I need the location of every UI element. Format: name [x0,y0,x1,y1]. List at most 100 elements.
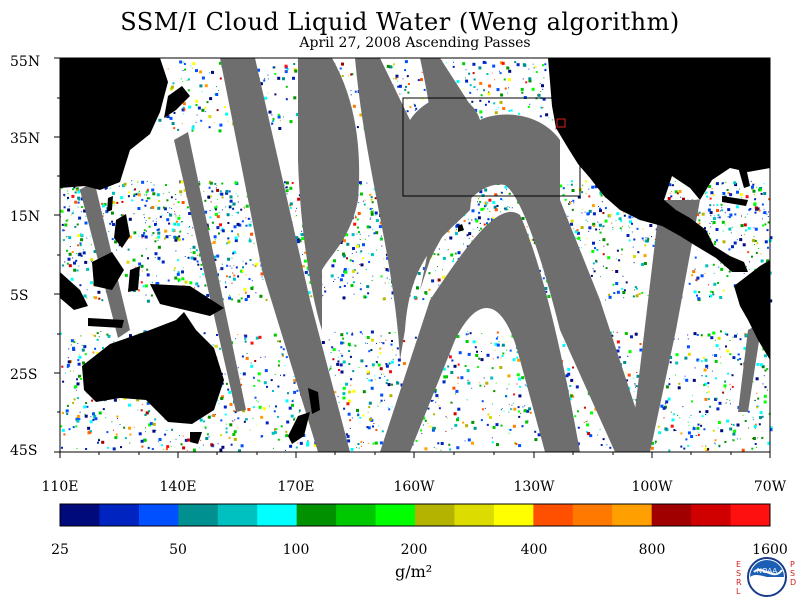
cloud-water-cell [155,430,157,432]
cloud-water-cell [627,373,631,377]
cloud-water-cell [597,221,599,223]
cloud-water-cell [123,426,126,429]
cloud-water-cell [703,384,706,387]
cloud-water-cell [687,334,689,336]
cloud-water-cell [80,197,84,201]
cloud-water-cell [294,417,296,419]
cloud-water-cell [395,77,398,80]
cloud-water-cell [250,221,252,223]
cloud-water-cell [227,240,231,244]
cloud-water-cell [714,339,716,341]
cloud-water-cell [731,245,734,249]
cloud-water-cell [195,121,197,123]
cloud-water-cell [427,422,429,424]
cloud-water-cell [465,69,467,71]
cloud-water-cell [524,384,526,386]
cloud-water-cell [208,115,212,119]
cloud-water-cell [585,219,587,221]
cloud-water-cell [139,432,141,434]
cloud-water-cell [638,293,641,295]
cloud-water-cell [627,356,629,357]
cloud-water-cell [727,222,729,223]
cloud-water-cell [754,443,757,445]
cloud-water-cell [572,395,575,398]
cloud-water-cell [430,399,433,402]
cloud-water-cell [238,235,240,237]
cloud-water-cell [185,195,187,197]
cloud-water-cell [616,249,619,252]
cloud-water-cell [463,88,465,90]
cloud-water-cell [123,182,127,186]
cloud-water-cell [242,372,246,376]
cloud-water-cell [714,359,718,363]
cloud-water-cell [670,184,672,186]
cloud-water-cell [277,438,280,441]
cloud-water-cell [225,190,229,193]
cloud-water-cell [132,258,136,262]
cloud-water-cell [423,88,426,91]
cloud-water-cell [180,221,182,223]
cloud-water-cell [181,108,185,112]
cloud-water-cell [354,344,357,347]
cloud-water-cell [321,283,323,285]
cloud-water-cell [92,351,95,354]
cloud-water-cell [169,441,171,443]
cloud-water-cell [372,442,375,445]
colorbar-swatch [493,504,534,526]
cloud-water-cell [478,211,481,214]
cloud-water-cell [764,369,767,372]
cloud-water-cell [466,369,470,373]
cloud-water-cell [238,449,241,453]
cloud-water-cell [146,230,148,232]
cloud-water-cell [592,212,596,216]
cloud-water-cell [690,414,692,416]
cloud-water-cell [366,426,369,429]
cloud-water-cell [685,378,689,382]
cloud-water-cell [687,431,691,435]
cloud-water-cell [187,78,190,81]
cloud-water-cell [443,375,447,379]
cloud-water-cell [712,293,715,296]
cloud-water-cell [730,232,732,234]
cloud-water-cell [143,214,145,216]
cloud-water-cell [489,219,491,221]
cloud-water-cell [102,215,104,217]
cloud-water-cell [704,397,708,401]
cloud-water-cell [274,428,276,431]
cloud-water-cell [345,382,348,386]
sumatra-island [60,272,88,310]
cloud-water-cell [89,333,91,335]
cloud-water-cell [408,83,410,85]
cloud-water-cell [77,196,81,200]
cloud-water-cell [152,192,156,196]
cloud-water-cell [353,293,355,295]
cloud-water-cell [374,211,378,215]
cloud-water-cell [707,386,709,388]
cloud-water-cell [469,84,472,87]
cloud-water-cell [618,259,621,262]
cloud-water-cell [518,444,522,448]
colorbar-tick-label: 100 [282,542,310,558]
cloud-water-cell [545,290,548,293]
cloud-water-cell [564,198,567,201]
cloud-water-cell [570,393,572,395]
cloud-water-cell [732,423,735,426]
cloud-water-cell [148,217,151,220]
cloud-water-cell [479,197,480,199]
cloud-water-cell [167,68,169,70]
cloud-water-cell [321,341,325,344]
cloud-water-cell [466,399,468,401]
cloud-water-cell [717,421,721,424]
cloud-water-cell [409,295,411,297]
cloud-water-cell [362,257,364,260]
cloud-water-cell [585,192,587,194]
cloud-water-cell [157,239,159,241]
cloud-water-cell [748,427,749,429]
cloud-water-cell [612,227,614,229]
cloud-water-cell [678,382,681,385]
cloud-water-cell [141,198,144,201]
cloud-water-cell [601,228,603,230]
cloud-water-cell [228,190,231,193]
cloud-water-cell [667,197,671,200]
cloud-water-cell [154,240,157,243]
